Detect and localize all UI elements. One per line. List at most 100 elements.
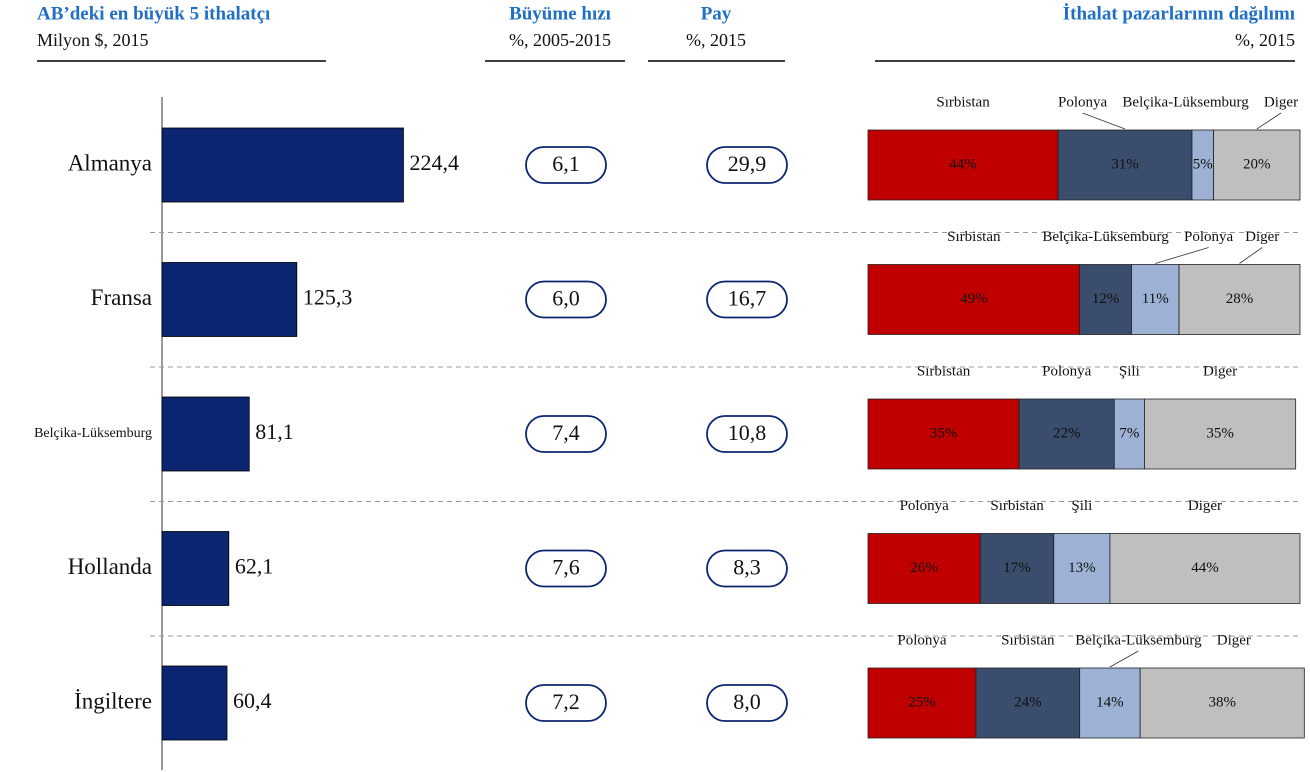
segment [1057, 129, 1193, 201]
share-subtitle: %, 2015 [686, 30, 746, 50]
bar [161, 396, 250, 472]
badge-label: 6,0 [552, 286, 580, 311]
badge-label: 8,0 [733, 689, 761, 714]
segment-label: 17% [1003, 560, 1031, 576]
segment-label: 44% [1191, 560, 1219, 576]
category-label: İngiltere [74, 688, 152, 713]
segment-name: Belçika-Lüksemburg [1075, 632, 1202, 648]
segment-label: 24% [1014, 694, 1042, 710]
segment-name: Şili [1071, 498, 1092, 514]
segment-name: Polonya [1184, 229, 1234, 245]
growth-subtitle: %, 2005-2015 [509, 30, 611, 50]
segment-name: Diger [1203, 363, 1237, 379]
badge-label: 16,7 [728, 286, 767, 311]
value-badge [525, 146, 607, 184]
segment [1113, 398, 1145, 470]
segment-label: 12% [1092, 291, 1120, 307]
segment-name: Belçika-Lüksemburg [1042, 229, 1169, 245]
dist-subtitle: %, 2015 [1235, 30, 1295, 50]
bar-subtitle: Milyon $, 2015 [37, 30, 149, 50]
segment-name: Sırbistan [990, 498, 1044, 514]
leader-line [1239, 247, 1263, 264]
segment-label: 7% [1119, 425, 1139, 441]
dist-title: İthalat pazarlarının dağılımı [1063, 3, 1295, 24]
leader-line [1256, 112, 1282, 130]
segment [1079, 667, 1141, 739]
segment-name: Polonya [1058, 94, 1108, 110]
segment-label: 11% [1142, 291, 1169, 307]
badge-label: 7,2 [552, 689, 580, 714]
value-label: 81,1 [255, 419, 294, 444]
value-label: 125,3 [303, 285, 353, 310]
segment-name: Sırbistan [1001, 632, 1055, 648]
segment-label: 35% [1206, 425, 1234, 441]
bar-title: AB’deki en büyük 5 ithalatçı [37, 3, 270, 24]
badge-label: 8,3 [733, 555, 761, 580]
value-badge [525, 415, 607, 453]
segment-name: Sırbistan [947, 229, 1001, 245]
growth-title: Büyüme hızı [509, 3, 611, 24]
segment-name: Sırbistan [917, 363, 971, 379]
segment [867, 264, 1081, 335]
segment [1139, 667, 1305, 739]
value-badge [525, 280, 607, 319]
segment-label: 44% [949, 156, 977, 172]
value-badge [525, 549, 607, 588]
segment [1109, 533, 1301, 604]
segment-name: Diger [1245, 229, 1279, 245]
segment-label: 35% [930, 425, 958, 441]
segment-label: 49% [960, 291, 988, 307]
bar [161, 665, 228, 741]
value-badge [525, 684, 607, 722]
category-label: Almanya [68, 150, 152, 175]
segment [1213, 129, 1301, 201]
leader-line [1155, 247, 1209, 264]
segment-name: Diger [1264, 94, 1298, 110]
category-label: Belçika-Lüksemburg [34, 426, 152, 441]
segment-label: 28% [1226, 291, 1254, 307]
value-badge [706, 684, 788, 722]
segment [1079, 264, 1132, 335]
segment [979, 533, 1055, 604]
share-title: Pay [701, 3, 732, 24]
leader-line [1109, 650, 1139, 668]
segment [867, 129, 1059, 201]
segment-label: 25% [908, 694, 936, 710]
segment [867, 533, 981, 604]
segment-name: Polonya [900, 498, 950, 514]
segment-name: Diger [1188, 498, 1222, 514]
segment-label: 22% [1053, 425, 1081, 441]
segment [975, 667, 1081, 739]
segment-label: 31% [1111, 156, 1139, 172]
value-label: 60,4 [233, 688, 272, 713]
badge-label: 7,4 [552, 420, 580, 445]
bar [161, 262, 298, 337]
leader-line [1082, 112, 1126, 130]
value-label: 224,4 [409, 150, 459, 175]
segment-label: 26% [910, 560, 938, 576]
segment [1178, 264, 1301, 335]
category-label: Hollanda [68, 554, 152, 579]
segment [1131, 264, 1180, 335]
segment-label: 38% [1208, 694, 1236, 710]
segment-name: Sırbistan [936, 94, 990, 110]
segment [867, 667, 977, 739]
value-badge [706, 549, 788, 588]
segment [1018, 398, 1115, 470]
value-badge [706, 146, 788, 184]
category-label: Fransa [91, 285, 152, 310]
segment-name: Belçika-Lüksemburg [1122, 94, 1249, 110]
bar [161, 531, 230, 606]
segment-label: 5% [1193, 156, 1213, 172]
value-label: 62,1 [235, 554, 273, 579]
segment-name: Polonya [1042, 363, 1092, 379]
value-badge [706, 415, 788, 453]
badge-label: 29,9 [728, 151, 767, 176]
segment-label: 20% [1243, 156, 1271, 172]
bar [161, 127, 404, 203]
segment-label: 14% [1096, 694, 1124, 710]
badge-label: 7,6 [552, 555, 580, 580]
segment [1144, 398, 1297, 470]
value-badge [706, 280, 788, 319]
